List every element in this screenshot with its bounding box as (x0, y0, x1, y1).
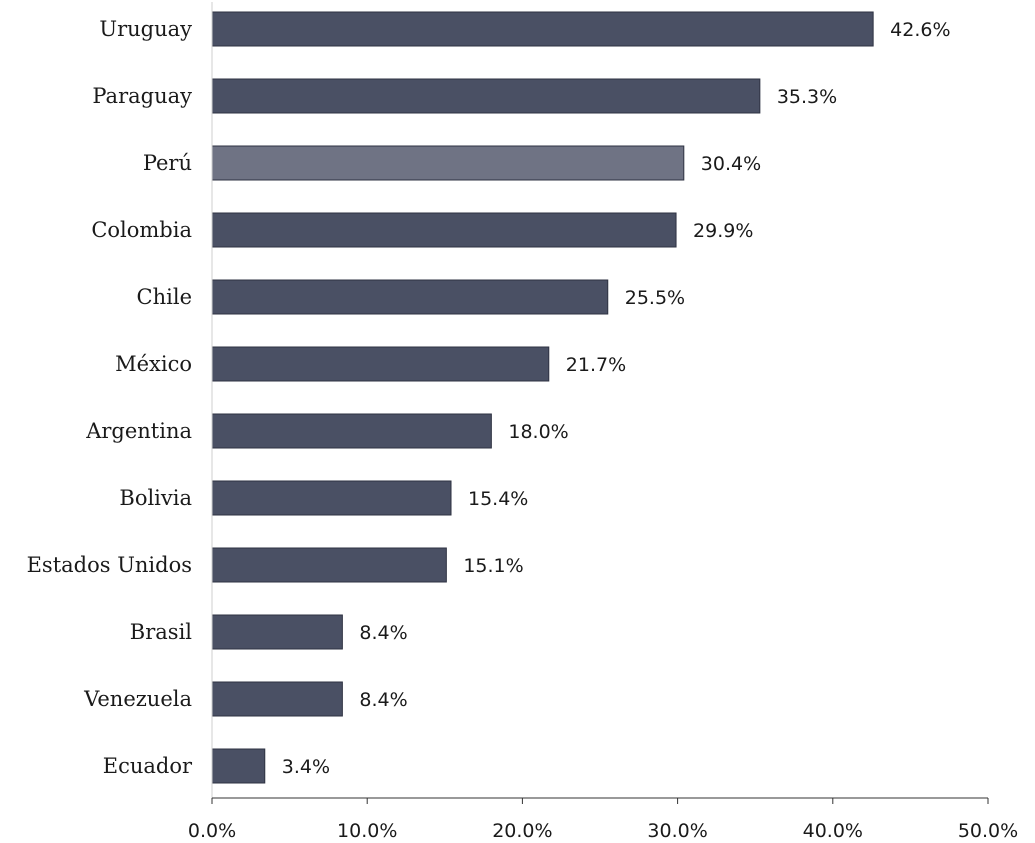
value-label-bolivia: 15.4% (468, 488, 528, 510)
value-label-chile: 25.5% (625, 287, 685, 309)
axes-group (211, 2, 989, 804)
category-label-uruguay: Uruguay (99, 17, 192, 41)
x-tick-label: 20.0% (492, 820, 552, 842)
category-label-colombia: Colombia (91, 218, 192, 242)
x-tick-label: 30.0% (647, 820, 707, 842)
bar-peru (211, 145, 685, 181)
bar-venezuela (211, 681, 343, 717)
value-label-venezuela: 8.4% (359, 689, 407, 711)
bar-uruguay (211, 11, 874, 47)
value-label-colombia: 29.9% (693, 220, 753, 242)
bars-group (211, 11, 874, 784)
value-label-ecuador: 3.4% (282, 756, 330, 778)
x-tick-label: 0.0% (188, 820, 236, 842)
x-tick-label: 10.0% (337, 820, 397, 842)
value-label-estados-unidos: 15.1% (463, 555, 523, 577)
tick-labels-group: 0.0% 10.0% 20.0% 30.0% 40.0% 50.0% (188, 820, 1018, 842)
category-label-mexico: México (115, 352, 192, 376)
x-tick-label: 40.0% (803, 820, 863, 842)
bar-mexico (211, 346, 550, 382)
category-label-brasil: Brasil (130, 620, 192, 644)
bar-ecuador (211, 748, 266, 784)
category-labels-group: Uruguay Paraguay Perú Colombia Chile México Ar… (27, 17, 193, 778)
bar-estados-unidos (211, 547, 447, 583)
category-label-paraguay: Paraguay (92, 84, 192, 108)
value-label-paraguay: 35.3% (777, 86, 837, 108)
category-label-venezuela: Venezuela (83, 687, 192, 711)
category-label-peru: Perú (143, 151, 192, 175)
category-label-chile: Chile (137, 285, 192, 309)
category-label-ecuador: Ecuador (103, 754, 193, 778)
value-label-mexico: 21.7% (566, 354, 626, 376)
value-label-brasil: 8.4% (359, 622, 407, 644)
bar-colombia (211, 212, 677, 248)
bar-brasil (211, 614, 343, 650)
x-tick-label: 50.0% (958, 820, 1018, 842)
value-label-uruguay: 42.6% (890, 19, 950, 41)
bar-bolivia (211, 480, 452, 516)
value-labels-group: 42.6% 35.3% 30.4% 29.9% 25.5% 21.7% 18.0% 15.4%… (282, 19, 951, 778)
bar-chile (211, 279, 609, 315)
category-label-estados-unidos: Estados Unidos (27, 553, 192, 577)
value-label-argentina: 18.0% (508, 421, 568, 443)
category-label-bolivia: Bolivia (119, 486, 192, 510)
bar-argentina (211, 413, 492, 449)
value-label-peru: 30.4% (701, 153, 761, 175)
bar-paraguay (211, 78, 761, 114)
category-label-argentina: Argentina (85, 419, 192, 443)
